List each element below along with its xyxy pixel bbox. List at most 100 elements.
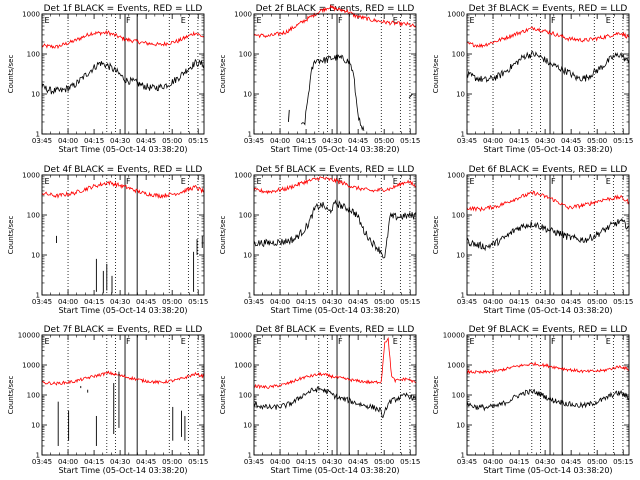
panel-det-5: Det 5f BLACK = Events, RED = LLD Counts/s… [219,165,420,315]
events-series-line [466,50,630,83]
x-tick-label: 05:15 [188,458,208,466]
y-tick-label: 100 [27,392,40,400]
events-series-line [253,199,417,259]
y-tick-label: 1 [461,131,465,139]
x-tick-label: 04:00 [58,298,78,306]
event-letter: E [393,337,398,346]
x-tick-label: 04:15 [84,137,104,145]
events-fragment [408,93,413,99]
lld-series-line [254,337,417,390]
x-tick-label: 04:30 [322,458,342,466]
event-letter: E [44,337,49,346]
x-tick-label: 04:00 [270,458,290,466]
x-tick-label: 04:00 [483,137,503,145]
plot-frame [253,174,417,296]
x-tick-label: 05:00 [587,137,607,145]
y-axis-label: Counts/sec [7,216,15,255]
x-tick-label: 04:15 [296,137,316,145]
panel-det-9: Det 9f BLACK = Events, RED = LLD Counts/s… [432,325,633,475]
event-letter: F [551,177,556,186]
event-letter: E [469,337,474,346]
lld-series-line [466,190,630,212]
y-tick-label: 1 [461,452,465,460]
x-tick-label: 05:00 [374,137,394,145]
event-letter: E [181,337,186,346]
y-tick-label: 1000 [22,172,40,180]
x-tick-label: 03:45 [244,458,264,466]
x-axis-label: Start Time (05-Oct-14 03:38:20) [483,145,612,154]
x-tick-label: 04:45 [348,137,368,145]
event-letter: E [606,177,611,186]
y-tick-label: 10 [456,252,465,260]
x-tick-label: 04:15 [509,298,529,306]
events-series-line [466,388,630,412]
y-tick-label: 1000 [447,11,465,19]
y-tick-label: 1 [248,452,252,460]
panel-det-7: Det 7f BLACK = Events, RED = LLD Counts/s… [7,325,208,475]
y-tick-label: 100 [27,51,40,59]
y-axis-label: Counts/sec [432,216,440,255]
plot-frame [253,334,417,456]
event-letter: F [338,337,343,346]
x-tick-label: 05:00 [162,458,182,466]
plot-frame [466,174,630,296]
y-tick-label: 1 [36,131,40,139]
x-tick-label: 03:45 [244,298,264,306]
x-tick-label: 04:30 [535,137,555,145]
y-tick-label: 1 [461,292,465,300]
x-tick-label: 04:30 [110,298,130,306]
events-series-line [466,217,630,252]
lld-series-line [253,176,417,195]
panel-title: Det 7f BLACK = Events, RED = LLD [44,325,203,335]
event-letter: F [126,337,131,346]
x-axis-label: Start Time (05-Oct-14 03:38:20) [483,306,612,315]
y-tick-label: 1 [248,131,252,139]
panel-det-1: Det 1f BLACK = Events, RED = LLD Counts/s… [7,4,208,154]
panel-det-6: Det 6f BLACK = Events, RED = LLD Counts/s… [432,165,633,315]
x-axis-label: Start Time (05-Oct-14 03:38:20) [58,466,187,475]
panel-title: Det 4f BLACK = Events, RED = LLD [44,165,203,175]
event-letter: F [338,16,343,25]
x-tick-label: 04:00 [483,458,503,466]
x-tick-label: 04:15 [509,137,529,145]
x-tick-label: 03:45 [457,458,477,466]
y-axis-label: Counts/sec [219,376,227,415]
event-letter: E [469,16,474,25]
y-tick-label: 100 [452,212,465,220]
y-tick-label: 1000 [22,11,40,19]
x-axis-label: Start Time (05-Oct-14 03:38:20) [270,466,399,475]
event-letter: E [181,177,186,186]
x-axis-label: Start Time (05-Oct-14 03:38:20) [270,306,399,315]
x-tick-label: 04:30 [110,137,130,145]
x-tick-label: 03:45 [32,458,52,466]
y-tick-label: 10 [456,91,465,99]
panel-title: Det 1f BLACK = Events, RED = LLD [44,4,203,14]
x-tick-label: 05:15 [400,137,420,145]
events-fragment [287,109,290,122]
x-tick-label: 05:00 [162,298,182,306]
panel-det-4: Det 4f BLACK = Events, RED = LLD Counts/s… [7,165,208,315]
x-tick-label: 04:00 [270,137,290,145]
lld-series-line [467,26,630,49]
panel-det-2: Det 2f BLACK = Events, RED = LLDCounts/s… [219,4,420,154]
plot-frame [466,13,630,135]
x-tick-label: 04:45 [348,458,368,466]
y-tick-label: 1000 [447,172,465,180]
panel-title: Det 9f BLACK = Events, RED = LLD [469,325,628,335]
lld-series-line [41,29,205,50]
y-tick-label: 100 [239,51,252,59]
x-tick-label: 04:45 [136,458,156,466]
event-letter: E [393,177,398,186]
plot-frame [41,174,205,296]
x-tick-label: 05:00 [162,137,182,145]
panel-title: Det 5f BLACK = Events, RED = LLD [256,165,415,175]
x-tick-label: 03:45 [457,137,477,145]
y-tick-label: 10 [243,252,252,260]
plot-frame [41,334,205,456]
y-axis-label: Counts/sec [7,55,15,94]
y-tick-label: 10000 [18,332,40,340]
event-letter: F [126,177,131,186]
x-axis-label: Start Time (05-Oct-14 03:38:20) [270,145,399,154]
x-tick-label: 05:15 [188,298,208,306]
